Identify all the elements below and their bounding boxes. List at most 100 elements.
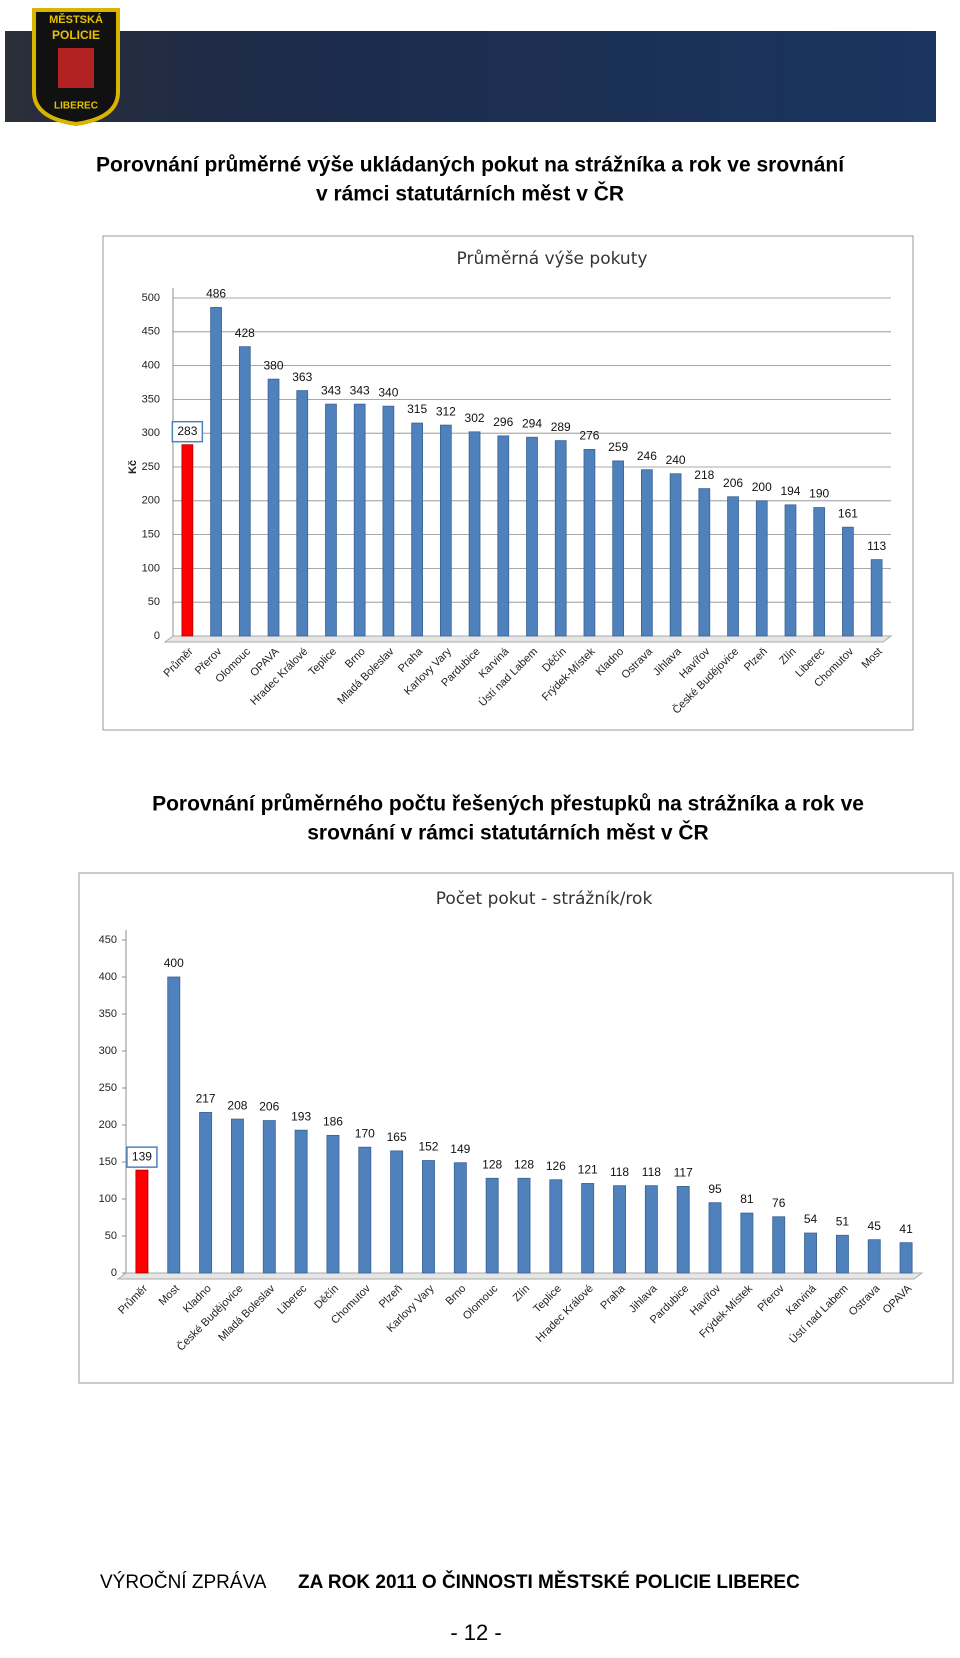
value-label: 246 [637,449,657,463]
bar [422,1160,435,1274]
value-label: 76 [772,1196,786,1210]
heading: Porovnání průměrné výše ukládaných pokut… [96,154,845,177]
y-tick-label: 200 [99,1119,117,1131]
bar [867,1239,881,1274]
value-label: 206 [259,1100,279,1114]
value-label: 128 [482,1157,502,1171]
value-label: 45 [868,1219,882,1233]
bar [581,1183,595,1274]
value-label: 294 [522,416,542,430]
bar [453,1162,467,1274]
bar [517,1177,531,1274]
value-label: 200 [752,480,772,494]
bar [612,460,625,637]
value-label: 315 [407,402,427,416]
value-label: 161 [838,506,858,520]
value-label: 486 [206,287,226,301]
value-label: 95 [708,1182,722,1196]
y-tick-label: 50 [148,596,160,608]
value-label: 126 [546,1159,566,1173]
y-tick-label: 400 [142,360,160,372]
y-tick-label: 300 [99,1045,117,1057]
logo-text: POLICIE [52,28,100,42]
bar [772,1216,786,1274]
bar [727,496,739,637]
bar [262,1120,276,1274]
y-tick-label: 450 [99,934,117,946]
bar [210,307,222,637]
bar [353,403,366,637]
y-tick-label: 50 [105,1230,117,1242]
bar [835,1234,849,1274]
value-label: 113 [867,539,886,553]
y-tick-label: 0 [111,1267,117,1279]
y-tick-label: 100 [142,562,160,574]
value-label: 289 [551,420,571,434]
value-label-box [171,420,204,443]
bar [899,1242,913,1274]
bar [755,500,768,637]
bar [358,1146,372,1274]
y-tick-label: 350 [99,1008,117,1020]
chart-title: Počet pokut - strážník/rok [436,889,653,909]
bar [238,346,251,637]
value-label: 208 [227,1098,247,1112]
y-tick-label: 400 [99,971,117,983]
bar [804,1232,818,1274]
value-label-box [126,1146,158,1168]
value-label: 139 [132,1149,152,1163]
value-label: 218 [694,468,714,482]
value-label: 149 [450,1142,470,1156]
bar [641,469,653,637]
value-label: 194 [780,484,800,498]
chart-title: Průměrná výše pokuty [457,249,648,269]
logo-emblem [58,48,94,88]
value-label: 240 [666,453,686,467]
heading: v rámci statutárních měst v ČR [316,182,624,206]
logo-text: LIBEREC [54,101,98,112]
value-label: 128 [514,1157,534,1171]
y-tick-label: 150 [99,1156,117,1168]
y-tick-label: 500 [142,292,160,304]
bar [326,1134,340,1274]
y-tick-label: 300 [142,427,160,439]
header-banner [5,31,936,122]
y-tick-label: 0 [154,630,160,642]
value-label: 117 [674,1166,693,1180]
bar [181,444,194,637]
value-label: 340 [378,385,398,399]
bar [325,403,337,637]
chart-frame [78,872,954,1384]
bar [382,405,395,637]
value-label: 302 [465,411,485,425]
bar [669,473,682,637]
bar [708,1202,722,1274]
bar [613,1185,626,1274]
value-label: 186 [323,1115,343,1129]
footer-report: VÝROČNÍ ZPRÁVA [100,1571,267,1593]
value-label: 54 [804,1212,818,1226]
bar [485,1177,499,1274]
chart-floor [163,635,893,643]
bar [296,390,309,637]
y-tick-label: 250 [99,1082,117,1094]
bar [497,435,510,637]
bar [439,424,452,637]
bar [411,422,423,637]
y-tick-label: 450 [142,326,160,338]
footer-subject: ZA ROK 2011 O ČINNOSTI MĚSTSKÉ POLICIE L… [298,1571,800,1593]
value-label: 380 [264,358,284,372]
bar [644,1185,658,1274]
value-label: 363 [292,370,312,384]
value-label: 118 [610,1165,629,1179]
page-number: - 12 - [450,1620,501,1645]
bar [199,1112,213,1274]
value-label: 193 [291,1109,311,1123]
value-label: 312 [436,404,456,418]
value-label: 259 [608,440,628,454]
y-tick-label: 200 [142,495,160,507]
bar [526,436,538,637]
bar [294,1129,308,1274]
value-label: 41 [899,1222,913,1236]
